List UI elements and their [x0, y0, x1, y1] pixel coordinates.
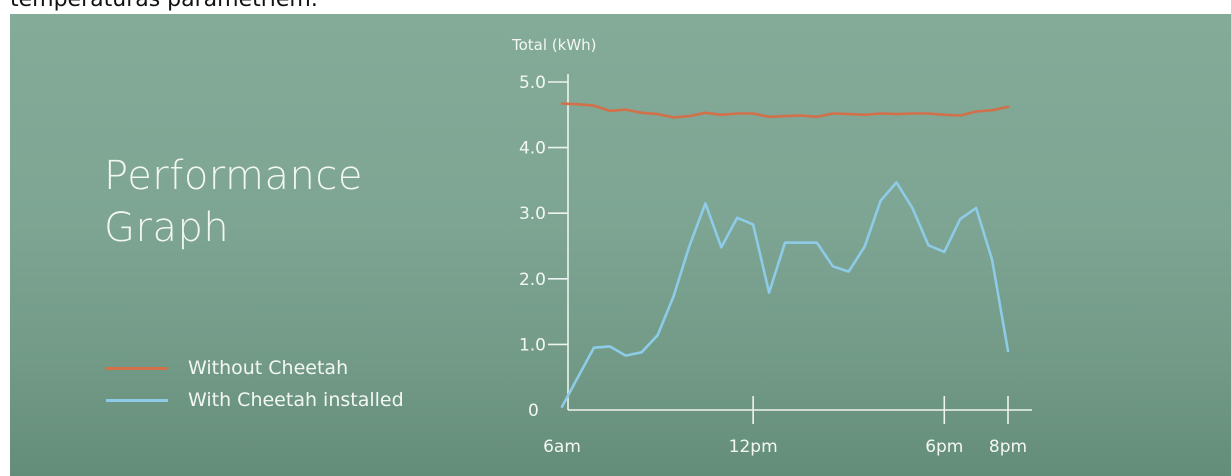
y-tick-label: 0: [528, 401, 539, 421]
graph-title: Performance Graph: [104, 150, 363, 254]
x-tick-label: 12pm: [729, 437, 778, 457]
x-tick-label: 8pm: [989, 437, 1027, 457]
legend-swatch-without-cheetah: [106, 366, 168, 370]
x-tick-label: 6pm: [925, 437, 963, 457]
series-line-with-cheetah: [560, 181, 1010, 409]
series-line-without-cheetah: [560, 102, 1010, 119]
y-tick-label: 5.0: [519, 73, 546, 93]
legend-label-without-cheetah: Without Cheetah: [188, 357, 349, 379]
legend-swatch-with-cheetah: [106, 398, 168, 402]
chart-legend: Without Cheetah With Cheetah installed: [106, 352, 404, 416]
performance-graph-panel: Performance Graph Without Cheetah With C…: [10, 14, 1231, 476]
legend-item-without-cheetah: Without Cheetah: [106, 352, 404, 384]
legend-item-with-cheetah: With Cheetah installed: [106, 384, 404, 416]
performance-chart: Total (kWh) 0 1.0 2.0 3.0 4.0 5.0 6am 12pm 6pm 8pm: [511, 36, 1032, 457]
y-axis-label: Total (kWh): [511, 36, 597, 54]
page-fragment-text: temperaturas parametriem.: [10, 0, 318, 14]
y-tick-label: 3.0: [519, 204, 546, 224]
y-tick-label: 2.0: [519, 270, 546, 290]
y-tick-label: 1.0: [519, 335, 546, 355]
x-tick-label: 6am: [543, 437, 581, 457]
legend-label-with-cheetah: With Cheetah installed: [188, 389, 404, 411]
graph-title-line-2: Graph: [104, 205, 230, 251]
graph-title-line-1: Performance: [104, 153, 363, 199]
y-tick-label: 4.0: [519, 139, 546, 159]
